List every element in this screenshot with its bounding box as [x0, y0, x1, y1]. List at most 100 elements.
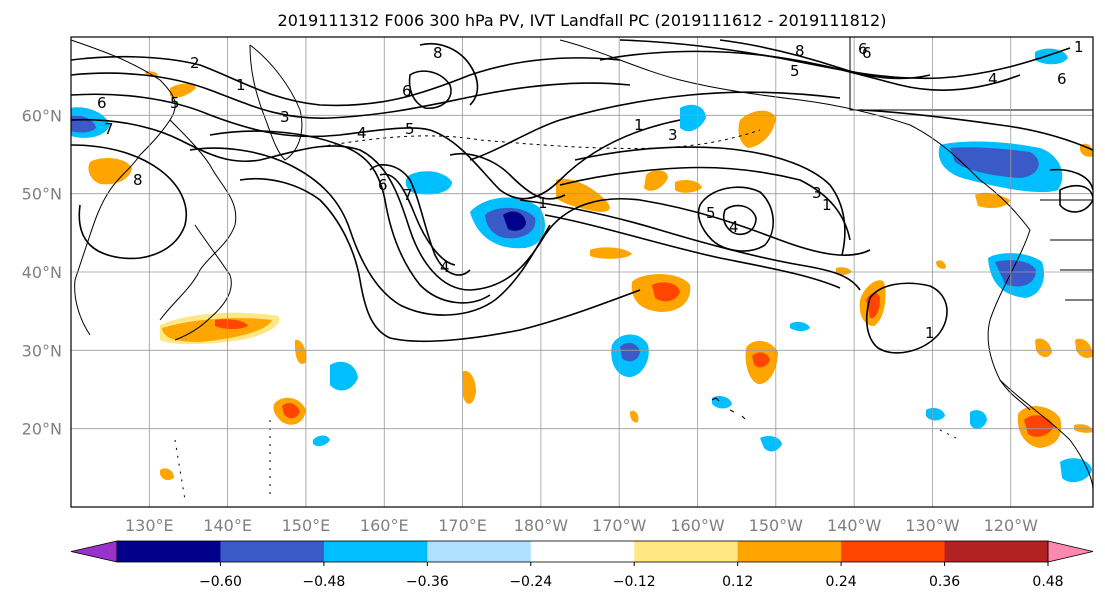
mexico-coastline: [999, 379, 1031, 411]
negative-anomaly-patch: [950, 147, 1039, 178]
contour-label: 7: [403, 186, 413, 204]
longitude-label: 140°W: [827, 516, 882, 535]
contour-label: 3: [668, 126, 678, 144]
positive-anomaly-patch: [1024, 415, 1054, 437]
contour-label: 5: [706, 204, 716, 222]
negative-anomaly-patch: [1035, 48, 1068, 65]
pv-contour: [71, 72, 631, 119]
pv-contour: [239, 177, 641, 343]
contour-label: 3: [812, 184, 822, 202]
negative-anomaly-patch: [313, 435, 330, 447]
kamchatka-coastline: [249, 44, 303, 161]
pv-contour: [71, 144, 187, 260]
pv-contour: [859, 109, 1093, 151]
contour-labels: 2 1 6 7 5 8 3 4 6 5 8 1 4 6 7 6 5 3 1 5 …: [97, 38, 1084, 342]
pv-contour: [408, 70, 452, 110]
contour-label: 6: [97, 94, 107, 112]
colorbar-outline: [116, 540, 1049, 563]
positive-anomaly-patch: [836, 267, 852, 275]
latitude-label: 60°N: [22, 106, 62, 125]
negative-anomaly-patch: [970, 410, 987, 429]
hawaii-islands: [711, 397, 746, 420]
negative-anomaly-patch: [405, 171, 452, 195]
latitude-label: 50°N: [22, 185, 62, 204]
longitude-label: 150°E: [282, 516, 331, 535]
pv-contour: [379, 173, 456, 266]
colorbar-extend-high: [1047, 540, 1094, 563]
positive-anomaly-patch: [462, 370, 476, 404]
positive-anomaly-patch: [738, 110, 776, 148]
pv-contour: [189, 147, 551, 316]
colorbar-segment: [220, 541, 325, 562]
negative-anomaly-patch: [1060, 458, 1092, 483]
negative-anomaly-patch: [790, 321, 810, 331]
contour-label: 5: [170, 94, 180, 112]
contour-label: 6: [1057, 70, 1067, 88]
contour-label: 5: [405, 120, 415, 138]
colorbar-segment: [841, 541, 946, 562]
pv-contour: [559, 166, 851, 241]
contour-label: 1: [1074, 38, 1084, 56]
figure-title: 2019111312 F006 300 hPa PV, IVT Landfall…: [278, 11, 887, 30]
asia-coastline: [159, 119, 237, 321]
colorbar-tick-label: −0.36: [406, 574, 449, 590]
positive-anomaly-patch: [644, 170, 668, 191]
aleutian-islands: [299, 129, 761, 151]
positive-anomaly-patch: [975, 192, 1010, 208]
contour-label: 6: [858, 40, 868, 58]
contour-label: 4: [440, 258, 450, 276]
colorbar-tick-label: 0.24: [826, 574, 857, 590]
longitude-label: 160°W: [670, 516, 725, 535]
coastlines: [71, 37, 1093, 501]
pv-contour: [719, 39, 931, 80]
pv-contours: [71, 39, 1093, 354]
positive-anomaly-patch: [630, 410, 639, 423]
positive-anomaly-patch: [282, 403, 300, 419]
contour-label: 1: [236, 76, 246, 94]
contour-label: 1: [538, 194, 548, 212]
negative-anomaly-patch: [330, 361, 358, 391]
positive-anomaly-patch: [752, 352, 770, 368]
canada-border: [849, 37, 1093, 111]
contour-label: 6: [378, 176, 388, 194]
colorbar-tick-label: −0.12: [613, 574, 656, 590]
colorbar-segment: [323, 541, 428, 562]
contour-label: 4: [988, 70, 998, 88]
colorbar-segment: [117, 541, 221, 562]
pv-contour: [1049, 168, 1093, 191]
negative-anomaly-patch: [760, 436, 782, 452]
latitude-label: 30°N: [22, 341, 62, 360]
map-panel: 2 1 6 7 5 8 3 4 6 5 8 1 4 6 7 6 5 3 1 5 …: [71, 37, 1093, 507]
map-frame: [70, 36, 1094, 508]
contour-label: 4: [729, 218, 739, 236]
pv-contour: [697, 186, 775, 252]
pv-contour: [369, 164, 471, 276]
pv-contour: [574, 146, 846, 256]
contour-label: 5: [790, 62, 800, 80]
colorbar-segment: [530, 541, 635, 562]
latitude-label: 20°N: [22, 420, 62, 439]
pv-contour: [544, 214, 841, 289]
pv-contour: [865, 282, 948, 354]
longitude-label: 120°W: [984, 516, 1039, 535]
longitude-label: 140°E: [203, 516, 252, 535]
colorbar-tick-label: 0.12: [722, 574, 753, 590]
pacific-islands: [174, 420, 961, 501]
colorbar-segment: [427, 541, 532, 562]
colorbar-tick-label: 0.48: [1032, 574, 1063, 590]
pv-contour: [519, 199, 861, 291]
longitude-label: 150°W: [749, 516, 804, 535]
pv-contour: [71, 55, 621, 107]
latitude-labels: 60°N 50°N 40°N 30°N 20°N: [22, 106, 62, 438]
colorbar-extend-low: [70, 540, 118, 563]
asia-coastline: [71, 39, 176, 336]
negative-anomaly-patch: [680, 104, 706, 132]
pv-contour: [469, 91, 841, 161]
positive-anomaly-patch: [1035, 338, 1052, 358]
longitude-label: 160°E: [360, 516, 409, 535]
positive-anomaly-patch: [160, 468, 174, 481]
contour-label: 4: [357, 124, 367, 142]
contour-label: 8: [133, 171, 143, 189]
colorbar-tick-label: −0.48: [302, 574, 345, 590]
